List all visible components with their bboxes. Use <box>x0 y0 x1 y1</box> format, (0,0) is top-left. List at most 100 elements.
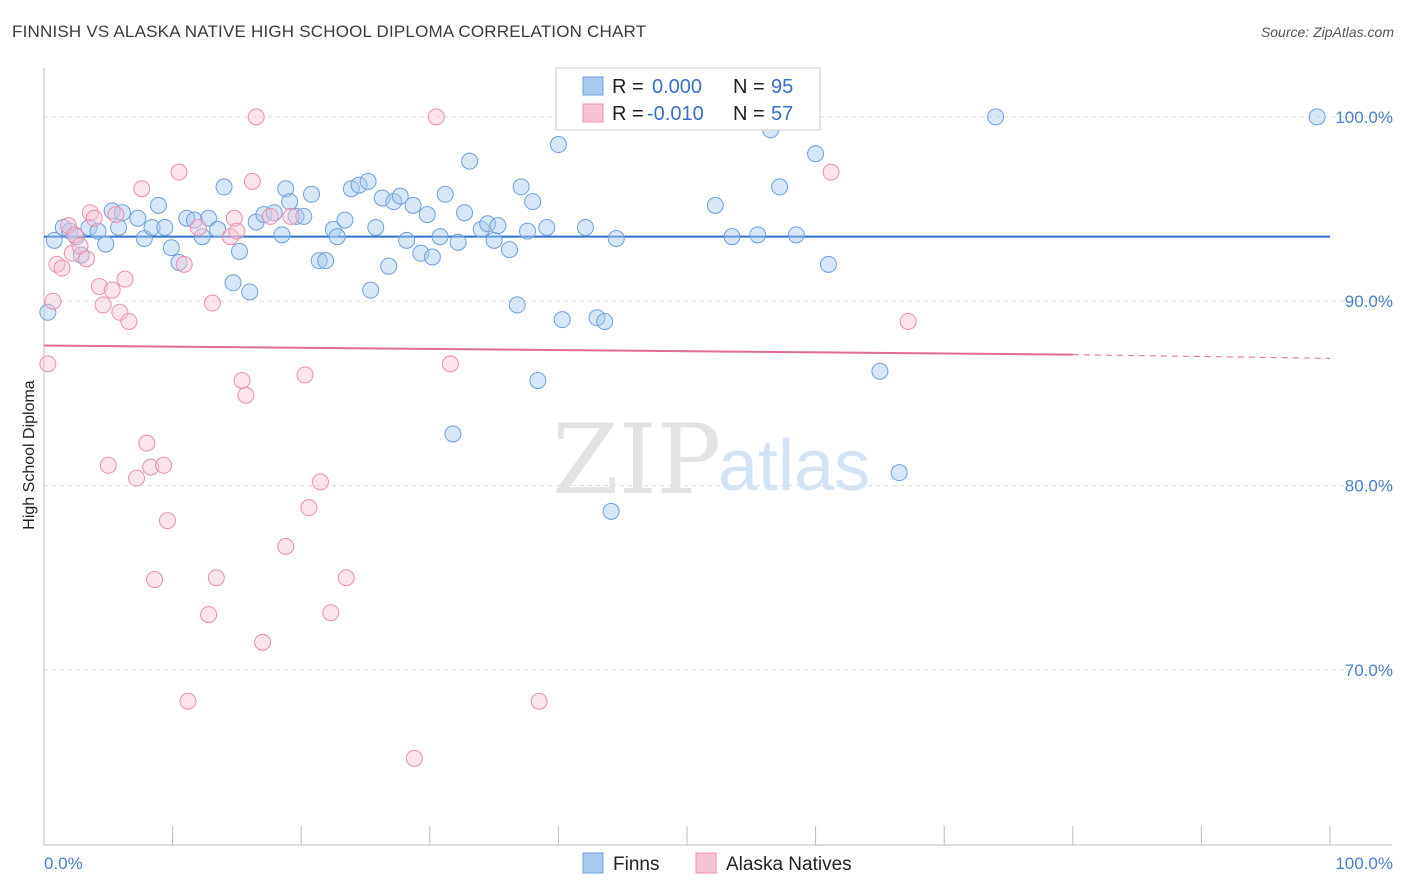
alaska-trend-line-extension <box>1072 354 1331 359</box>
finns-point <box>987 108 1005 126</box>
alaska-point <box>128 469 146 487</box>
source-label: Source: ZipAtlas.com <box>1260 24 1394 40</box>
alaska-point <box>300 499 318 517</box>
alaska-point <box>85 209 103 227</box>
alaska-point <box>155 456 173 474</box>
alaska-trend-line <box>43 344 1073 356</box>
alaska-point <box>111 303 129 321</box>
alaska-point <box>530 692 548 710</box>
finns-point <box>80 218 98 236</box>
finns-point <box>449 233 467 251</box>
alaska-point <box>189 218 207 236</box>
alaska-point <box>170 163 188 181</box>
y-axis-title: High School Diploma <box>21 380 38 530</box>
alaska-point <box>146 571 164 589</box>
alaska-point <box>158 512 176 530</box>
finns-point <box>749 226 767 244</box>
finns-point <box>149 196 167 214</box>
finns-point <box>295 207 313 225</box>
finns-point <box>350 176 368 194</box>
alaska-point <box>203 294 221 312</box>
legend-alaska-r-label: R = <box>612 103 644 125</box>
watermark-atlas: atlas <box>718 426 870 506</box>
chart-title: FINNISH VS ALASKA NATIVE HIGH SCHOOL DIP… <box>12 22 647 41</box>
legend-finns-swatch <box>582 76 604 96</box>
alaska-point <box>311 473 329 491</box>
finns-point <box>97 235 115 253</box>
alaska-point <box>90 277 108 295</box>
finns-point <box>444 425 462 443</box>
alaska-point <box>107 206 125 224</box>
bottom-legend: Finns Alaska Natives <box>582 852 852 875</box>
legend-finns-r-value: 0.000 <box>652 76 702 98</box>
finns-point <box>512 178 530 196</box>
alaska-point <box>120 312 138 330</box>
alaska-point <box>53 259 71 277</box>
legend-alaska-swatch <box>582 103 604 123</box>
finns-point <box>273 226 291 244</box>
finns-point <box>602 502 620 520</box>
bottom-legend-finns-swatch <box>582 852 604 874</box>
finns-point <box>890 464 908 482</box>
alaska-point <box>899 312 917 330</box>
legend-alaska-n-label: N = <box>733 103 765 125</box>
alaska-point <box>233 371 251 389</box>
finns-point <box>479 215 497 233</box>
legend-finns-n-label: N = <box>733 76 765 98</box>
alaska-point <box>207 569 225 587</box>
finns-point <box>723 228 741 246</box>
finns-point <box>398 231 416 249</box>
alaska-point <box>405 749 423 767</box>
finns-point <box>787 226 805 244</box>
finns-point <box>461 152 479 170</box>
finns-point <box>162 239 180 257</box>
alaska-point <box>99 456 117 474</box>
finns-point <box>39 303 57 321</box>
finns-point <box>45 231 63 249</box>
finns-point <box>404 196 422 214</box>
finns-point <box>418 206 436 224</box>
y-tick-label: 100.0% <box>1335 108 1393 127</box>
finns-point <box>193 228 211 246</box>
finns-point <box>209 220 227 238</box>
alaska-point <box>94 296 112 314</box>
legend: R = 0.000 N = 95 R = -0.010 N = 57 <box>555 67 821 131</box>
finns-point <box>328 228 346 246</box>
bottom-legend-alaska-label: Alaska Natives <box>726 854 852 875</box>
alaska-point <box>59 217 77 235</box>
finns-point <box>391 187 409 205</box>
finns-point <box>549 136 567 154</box>
finns-point <box>607 230 625 248</box>
finns-point <box>362 281 380 299</box>
finns-point <box>456 204 474 222</box>
alaska-point <box>175 255 193 273</box>
alaska-point <box>103 281 121 299</box>
x-tick-label-min: 0.0% <box>44 854 83 873</box>
finns-point <box>336 211 354 229</box>
finns-point <box>431 228 449 246</box>
alaska-point <box>282 207 300 225</box>
alaska-point <box>225 209 243 227</box>
alaska-point <box>142 458 160 476</box>
alaska-point <box>296 366 314 384</box>
finns-point <box>255 206 273 224</box>
alaska-point <box>66 226 84 244</box>
watermark: ZIP atlas <box>552 404 870 516</box>
alaska-point <box>237 386 255 404</box>
finns-point <box>588 309 606 327</box>
alaska-point <box>39 355 57 373</box>
finns-point <box>359 172 377 190</box>
alaska-point <box>254 633 272 651</box>
alaska-point <box>116 270 134 288</box>
finns-point <box>156 218 174 236</box>
axes <box>43 68 1392 846</box>
finns-point <box>538 218 556 236</box>
y-tick-label: 70.0% <box>1345 661 1393 680</box>
y-tick-label: 90.0% <box>1345 292 1393 311</box>
finns-point <box>367 218 385 236</box>
finns-point <box>380 257 398 275</box>
bottom-legend-alaska-swatch <box>695 852 717 874</box>
y-tick-labels: 100.0% 90.0% 80.0% 70.0% <box>1335 108 1393 680</box>
alaska-point <box>247 108 265 126</box>
finns-point <box>1308 108 1326 126</box>
